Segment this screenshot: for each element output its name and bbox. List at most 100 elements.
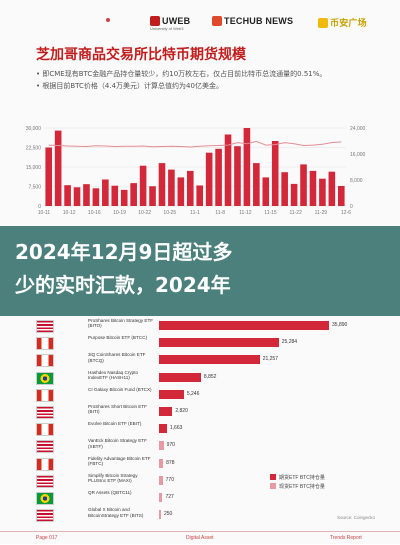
series-line — [48, 140, 342, 148]
etf-name: ProShares Bitcoin Strategy ETF (BITO) — [88, 318, 154, 329]
x-tick-label: 11-22 — [289, 210, 302, 216]
x-tick-label: 11-12 — [239, 210, 252, 216]
y2-tick-label: 16,000 — [350, 152, 366, 158]
bar — [102, 179, 109, 206]
bar — [130, 183, 137, 206]
etf-row: Simplify Bitcoin Strategy PLUSInc ETF (M… — [36, 473, 376, 489]
etf-name: 3iQ CoinShares Bitcoin ETF (BTCQ) — [88, 352, 146, 363]
x-tick-label: 10-12 — [63, 210, 76, 216]
bar — [196, 185, 204, 206]
bar — [290, 183, 298, 206]
bar — [159, 441, 164, 451]
bar — [159, 407, 173, 416]
bar — [168, 169, 175, 206]
bar — [73, 187, 81, 206]
etf-name: Purpose Bitcoin ETF (BTCC) — [88, 335, 147, 341]
etf-row: Fidelity Advantage Bitcoin ETF (FBTC) 878 — [36, 456, 376, 472]
bar — [54, 130, 62, 206]
etf-name: ProShares Short Bitcoin ETF (BITI) — [88, 404, 147, 415]
logo-bar: UWEB University of Web3 TECHUB NEWS 币安广场 — [0, 12, 400, 38]
brazil-flag-icon — [36, 492, 54, 505]
x-tick-label: 10-16 — [88, 210, 101, 216]
bar — [309, 170, 317, 206]
bar-value-label: 727 — [165, 494, 174, 500]
page-title: 芝加哥商品交易所比特币期货规模 — [36, 47, 246, 63]
us-flag-icon — [36, 474, 54, 488]
canada-flag-icon — [36, 457, 54, 471]
us-flag-icon — [36, 320, 54, 333]
bullet-item: • 根据目前BTC价格（4.4万美元）计算总值约为40亿美金。 — [36, 82, 223, 90]
footer-right: Trends Report — [330, 535, 362, 541]
etf-name: VanEck Bitcoin Strategy ETF (XBTF) — [88, 438, 147, 449]
etf-row: ProShares Bitcoin Strategy ETF (BITO) 35,… — [36, 318, 376, 334]
bar — [215, 148, 222, 206]
x-tick-label: 11-15 — [264, 210, 277, 216]
bar — [45, 147, 53, 206]
footer-page: Page 017 — [36, 535, 58, 541]
bar — [300, 164, 307, 206]
x-tick-label: 12-6 — [341, 210, 351, 216]
bar — [271, 141, 279, 206]
y2-tick-label: 0 — [350, 204, 353, 210]
y-tick-label: 0 — [38, 204, 41, 210]
us-flag-icon — [36, 509, 54, 523]
bar-value-label: 878 — [166, 459, 175, 466]
x-tick-label: 10-22 — [138, 210, 151, 216]
bar — [159, 355, 260, 365]
x-tick-label: 10-25 — [163, 210, 176, 216]
x-tick-label: 11-29 — [315, 210, 328, 216]
x-tick-label: 10-11 — [38, 210, 51, 216]
bar — [159, 475, 163, 485]
bar — [159, 493, 163, 502]
bar — [149, 186, 156, 206]
etf-name: CI Galaxy Bitcoin Fund (BTCX) — [88, 386, 152, 392]
canada-flag-icon — [36, 423, 54, 437]
y2-tick-label: 8,000 — [350, 178, 363, 184]
headline-line: 少的实时汇款，2024年 — [15, 273, 231, 297]
canada-flag-icon — [36, 354, 54, 368]
techub-mark-icon — [212, 16, 222, 26]
bar-value-label: 8,852 — [203, 373, 217, 380]
us-flag-icon — [36, 406, 54, 419]
binance-square-logo: 币安广场 — [318, 16, 367, 29]
page-footer: Page 017 Digital Asset Trends Report — [0, 531, 400, 545]
cme-futures-chart: 0 7,500 15,000 22,500 30,000 0 8,000 16,000 24,0… — [26, 126, 366, 216]
legend-item: 期货ETF BTC持仓量 — [270, 474, 325, 483]
etf-holdings-chart: ProShares Bitcoin Strategy ETF (BITO) 35,… — [36, 318, 376, 530]
y-tick-label: 7,500 — [28, 185, 41, 191]
y-tick-label: 15,000 — [26, 165, 42, 171]
bar — [111, 185, 119, 206]
bar — [262, 177, 270, 206]
bar — [92, 188, 100, 206]
bar — [159, 338, 279, 348]
chart-legend: 期货ETF BTC持仓量 现货ETF BTC持仓量 — [270, 474, 325, 492]
legend-item: 现货ETF BTC持仓量 — [270, 483, 325, 492]
etf-row: Global X Bitcoin and BitcoinStrategy ETF… — [36, 507, 376, 523]
etf-row: Purpose Bitcoin ETF (BTCC) 25,284 — [36, 335, 376, 351]
canada-flag-icon — [36, 388, 54, 402]
bar — [281, 172, 288, 206]
headline-line: 2024年12月9日超过多 — [15, 240, 233, 264]
bar — [83, 184, 90, 206]
etf-name: Fidelity Advantage Bitcoin ETF (FBTC) — [88, 455, 151, 466]
uweb-mark-icon — [150, 16, 160, 26]
x-tick-label: 11-8 — [215, 210, 225, 216]
bar-value-label: 25,284 — [281, 339, 298, 346]
bar-value-label: 2,820 — [175, 408, 188, 414]
bar — [205, 152, 213, 206]
etf-row: VanEck Bitcoin Strategy ETF (XBTF) 970 — [36, 438, 376, 454]
etf-row: ProShares Short Bitcoin ETF (BITI) 2,820 — [36, 404, 376, 420]
bar — [243, 128, 251, 206]
bar — [224, 134, 232, 206]
bar — [159, 458, 164, 468]
y-tick-label: 22,500 — [26, 146, 42, 152]
etf-name: Evolve Bitcoin ETF (EBIT) — [88, 421, 142, 427]
bar — [234, 146, 241, 206]
etf-name: QR Assets (QBTC11) — [88, 490, 132, 495]
bar — [64, 185, 71, 206]
headline: 2024年12月9日超过多 少的实时汇款，2024年 — [15, 236, 400, 302]
etf-row: 3iQ CoinShares Bitcoin ETF (BTCQ) 21,257 — [36, 352, 376, 368]
bar — [159, 510, 161, 520]
bar — [159, 372, 201, 382]
